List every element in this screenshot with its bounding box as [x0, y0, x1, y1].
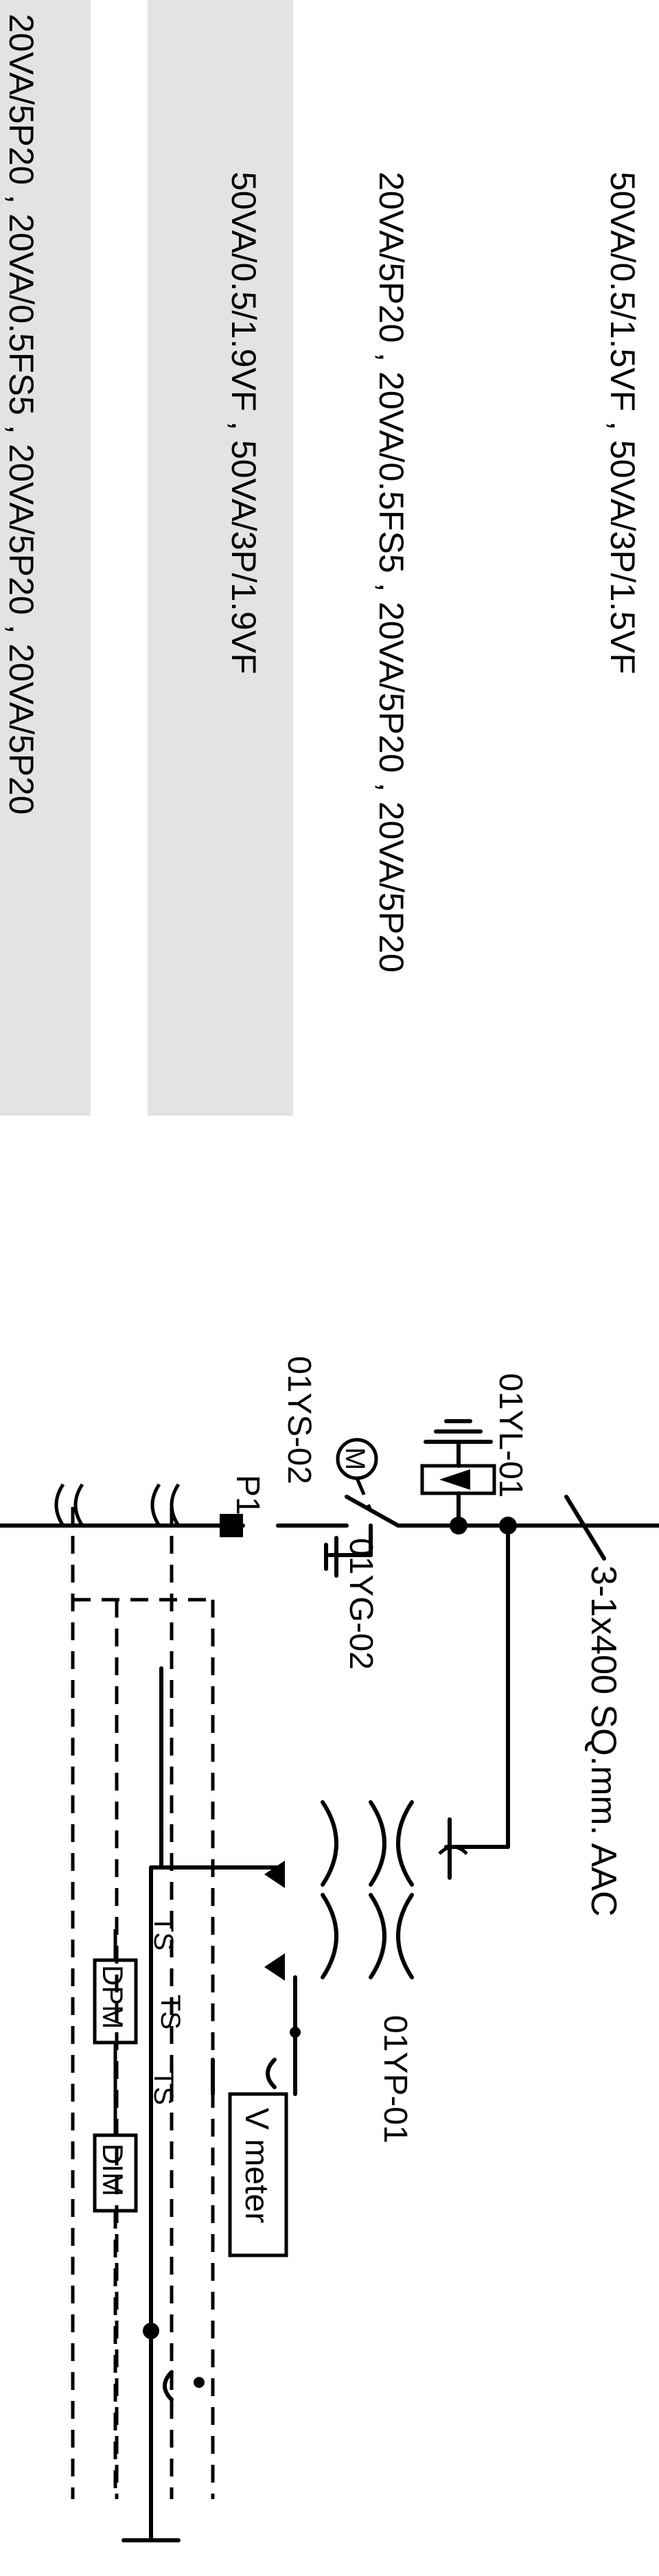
ct-rating-row-3: 50VA/0.5/1.9VF , 50VA/3P/1.9VF — [224, 172, 263, 674]
vt-secondary-coil-3 — [321, 1800, 338, 1887]
vt-triangle-1 — [264, 1861, 285, 1888]
bottom-fuse — [163, 2370, 174, 2402]
ts-label-2: TS — [155, 1994, 185, 2029]
vt-earth-mark — [438, 1845, 468, 1855]
ts-label-1: TS — [148, 1916, 178, 1951]
vmeter-box — [228, 2092, 288, 2257]
vt-secondary-coil-1 — [369, 1800, 386, 1887]
motor-switch-label: 01YS-02 — [281, 1356, 317, 1484]
motor-operator-label: M — [340, 1447, 370, 1470]
bottom-fuse-dot — [194, 2377, 205, 2388]
bottom-junction — [143, 2323, 159, 2339]
vt-secondary-coil-4 — [321, 1893, 338, 1979]
ct-coil-1 — [150, 1483, 181, 1527]
vmeter-label: V meter — [238, 2108, 275, 2223]
ct-rating-row-2: 20VA/5P20 , 20VA/0.5FS5 , 20VA/5P20 , 20… — [372, 172, 411, 973]
vmeter-fuse — [266, 2058, 277, 2089]
dpm-label: DPM — [97, 1965, 129, 2029]
vmeter-dot — [290, 2027, 301, 2038]
panel-label: P1 — [229, 1475, 266, 1515]
motor-link — [355, 1477, 373, 1511]
ct-rating-row-1: 50VA/0.5/1.5VF , 50VA/3P/1.5VF — [603, 172, 642, 674]
cable-label: 3-1x400 SQ.mm. AAC — [583, 1565, 623, 1917]
ct-coil-2 — [54, 1483, 84, 1527]
vt-primary-coil-2 — [396, 1893, 414, 1979]
motor-switch-blade — [345, 1495, 400, 1528]
cable-slash — [564, 1495, 606, 1561]
ct-rating-band-1 — [148, 0, 293, 1116]
vt-secondary-coil-2 — [369, 1893, 386, 1979]
la-label: 01YL-01 — [492, 1373, 529, 1497]
vt-triangle-2 — [264, 1953, 285, 1981]
earth-switch-label: 01YG-02 — [343, 1538, 379, 1670]
ct-rating-row-4: 20VA/5P20 , 20VA/0.5FS5 , 20VA/5P20 , 20… — [2, 14, 41, 815]
dim-label: DIM — [97, 2143, 129, 2196]
ts-label-3: TS — [148, 2070, 178, 2105]
arrester-arrow — [439, 1469, 470, 1490]
ct-rating-band-2 — [0, 0, 91, 1116]
vt-primary-coil — [396, 1800, 414, 1887]
vt-label: 01YP-01 — [377, 2015, 413, 2143]
